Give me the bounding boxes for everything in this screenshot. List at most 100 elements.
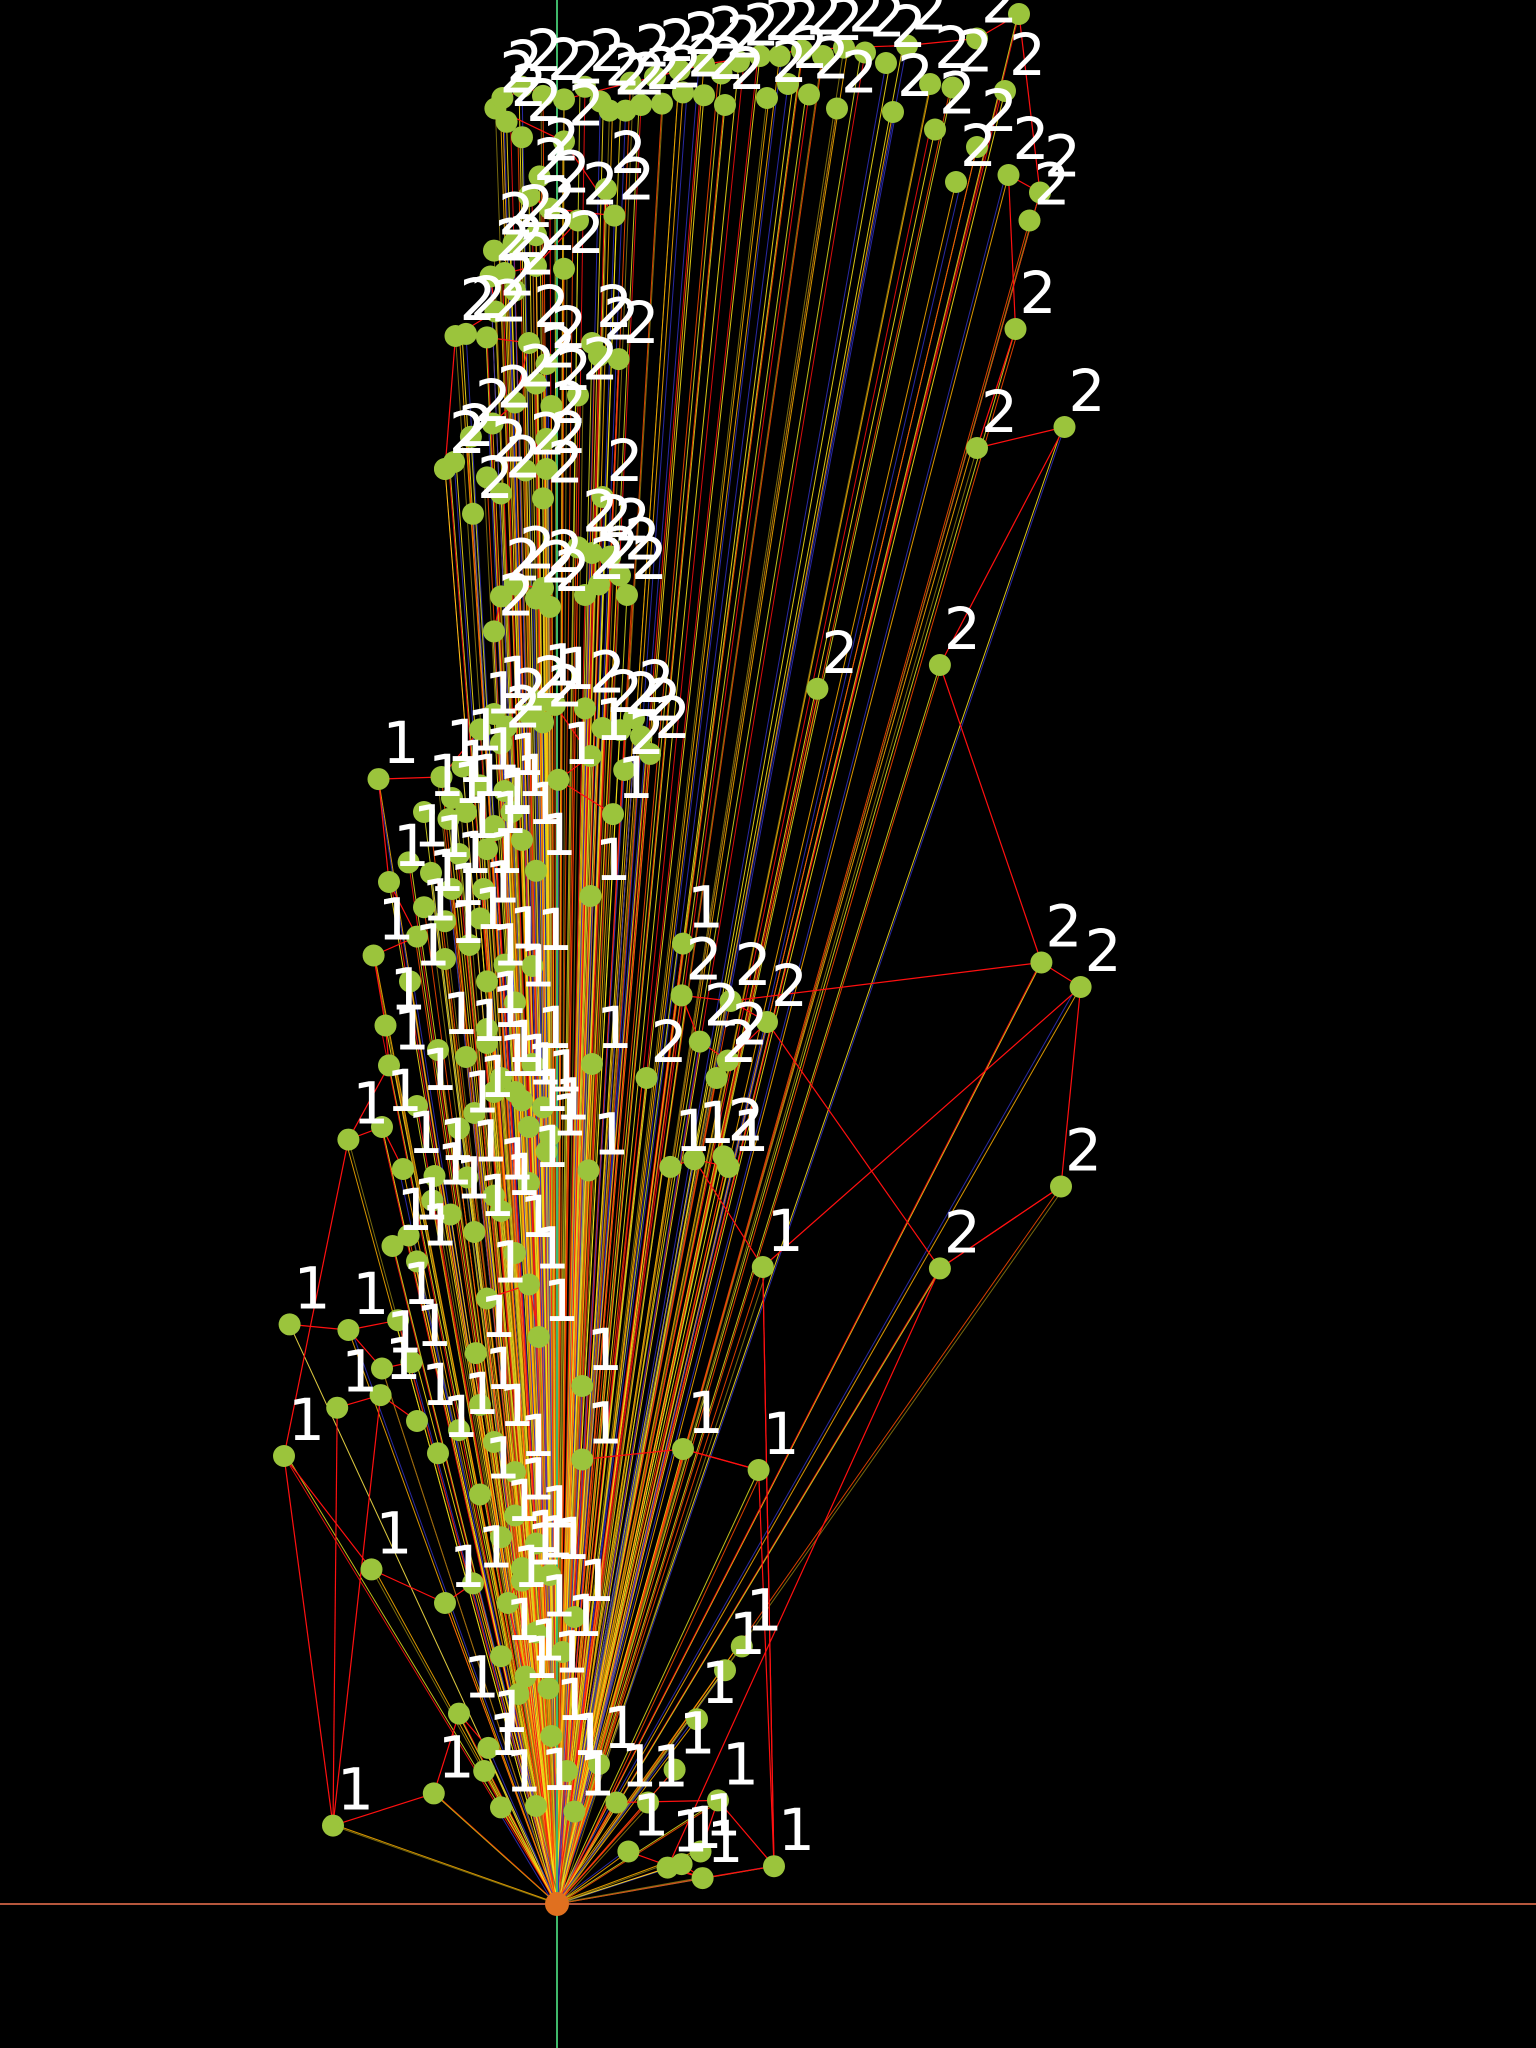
graph-node[interactable] bbox=[462, 1572, 484, 1595]
graph-node[interactable] bbox=[463, 1221, 486, 1243]
graph-node[interactable] bbox=[423, 1165, 446, 1187]
graph-node[interactable] bbox=[1004, 318, 1027, 340]
graph-node[interactable] bbox=[551, 1641, 574, 1663]
graph-node[interactable] bbox=[730, 1635, 753, 1658]
graph-node[interactable] bbox=[812, 45, 834, 67]
graph-node[interactable] bbox=[502, 231, 525, 254]
graph-node[interactable] bbox=[476, 838, 498, 861]
graph-node[interactable] bbox=[464, 1342, 487, 1365]
graph-node[interactable] bbox=[337, 1128, 360, 1151]
graph-node[interactable] bbox=[518, 332, 540, 354]
graph-node[interactable] bbox=[463, 1102, 486, 1124]
graph-node[interactable] bbox=[387, 1309, 410, 1332]
graph-node[interactable] bbox=[1030, 951, 1053, 974]
graph-node[interactable] bbox=[994, 80, 1016, 102]
graph-node[interactable] bbox=[326, 1396, 349, 1419]
graph-node[interactable] bbox=[518, 185, 540, 207]
graph-node[interactable] bbox=[688, 1030, 711, 1053]
graph-node[interactable] bbox=[504, 1242, 526, 1264]
graph-node[interactable] bbox=[434, 948, 456, 970]
graph-node[interactable] bbox=[567, 536, 589, 559]
graph-node[interactable] bbox=[476, 1287, 498, 1310]
graph-node[interactable] bbox=[567, 209, 589, 232]
graph-node[interactable] bbox=[798, 83, 820, 106]
graph-node[interactable] bbox=[630, 725, 652, 748]
graph-node[interactable] bbox=[577, 1159, 600, 1182]
graph-node[interactable] bbox=[598, 99, 621, 122]
graph-node[interactable] bbox=[571, 1375, 594, 1397]
graph-node[interactable] bbox=[749, 45, 771, 67]
graph-node[interactable] bbox=[476, 466, 498, 489]
graph-node[interactable] bbox=[672, 1438, 694, 1460]
graph-node[interactable] bbox=[406, 1250, 428, 1273]
graph-node[interactable] bbox=[579, 885, 602, 907]
graph-node[interactable] bbox=[525, 859, 547, 882]
graph-node[interactable] bbox=[504, 391, 526, 414]
graph-node[interactable] bbox=[518, 1172, 540, 1194]
graph-node[interactable] bbox=[504, 279, 526, 302]
graph-node[interactable] bbox=[768, 45, 791, 67]
graph-node[interactable] bbox=[490, 1796, 512, 1819]
graph-node[interactable] bbox=[378, 1054, 400, 1077]
graph-node[interactable] bbox=[483, 1431, 505, 1453]
graph-node[interactable] bbox=[504, 573, 526, 596]
graph-node[interactable] bbox=[456, 1166, 479, 1189]
graph-node[interactable] bbox=[455, 801, 477, 823]
graph-node[interactable] bbox=[613, 759, 636, 781]
graph-node[interactable] bbox=[591, 486, 614, 508]
graph-node[interactable] bbox=[637, 1791, 659, 1814]
graph-node[interactable] bbox=[588, 344, 610, 367]
graph-node[interactable] bbox=[826, 97, 848, 120]
graph-node[interactable] bbox=[518, 1273, 540, 1296]
graph-node[interactable] bbox=[539, 197, 561, 220]
graph-node[interactable] bbox=[791, 39, 813, 62]
graph-node[interactable] bbox=[413, 801, 435, 823]
graph-node[interactable] bbox=[430, 766, 453, 788]
graph-node[interactable] bbox=[997, 164, 1020, 186]
graph-node[interactable] bbox=[756, 1011, 778, 1033]
graph-node[interactable] bbox=[476, 326, 498, 349]
graph-node[interactable] bbox=[668, 59, 691, 81]
graph-node[interactable] bbox=[689, 1840, 712, 1863]
graph-node[interactable] bbox=[483, 815, 505, 837]
graph-node[interactable] bbox=[362, 944, 385, 967]
graph-node[interactable] bbox=[525, 1621, 547, 1644]
graph-node[interactable] bbox=[273, 1445, 295, 1467]
graph-node[interactable] bbox=[278, 1313, 301, 1336]
graph-node[interactable] bbox=[555, 1760, 578, 1782]
graph-node[interactable] bbox=[644, 66, 666, 88]
graph-node[interactable] bbox=[777, 73, 799, 95]
graph-node[interactable] bbox=[588, 1753, 610, 1775]
graph-node[interactable] bbox=[563, 1606, 586, 1628]
graph-node[interactable] bbox=[532, 84, 554, 107]
graph-node[interactable] bbox=[490, 1645, 512, 1668]
graph-node[interactable] bbox=[945, 171, 967, 193]
graph-node[interactable] bbox=[469, 718, 491, 741]
graph-node[interactable] bbox=[854, 41, 876, 64]
graph-nodes[interactable] bbox=[273, 3, 1092, 1890]
graph-node[interactable] bbox=[504, 1081, 526, 1103]
graph-node[interactable] bbox=[525, 372, 547, 395]
graph-node[interactable] bbox=[406, 925, 428, 948]
graph-node[interactable] bbox=[1053, 416, 1076, 438]
graph-node[interactable] bbox=[1008, 3, 1030, 25]
graph-node[interactable] bbox=[434, 458, 456, 480]
graph-node[interactable] bbox=[751, 1256, 774, 1278]
graph-node[interactable] bbox=[444, 325, 467, 347]
graph-node[interactable] bbox=[420, 861, 442, 884]
graph-node[interactable] bbox=[581, 1053, 603, 1075]
graph-node[interactable] bbox=[712, 1145, 735, 1168]
graph-node[interactable] bbox=[532, 487, 554, 510]
graph-node[interactable] bbox=[406, 1410, 428, 1432]
graph-node[interactable] bbox=[448, 1702, 470, 1725]
graph-node[interactable] bbox=[369, 1384, 392, 1407]
graph-node[interactable] bbox=[500, 801, 523, 823]
graph-node[interactable] bbox=[928, 654, 951, 676]
graph-node[interactable] bbox=[763, 1855, 785, 1878]
graph-node[interactable] bbox=[458, 934, 481, 956]
graph-node[interactable] bbox=[495, 715, 518, 738]
graph-node[interactable] bbox=[490, 732, 512, 755]
graph-node[interactable] bbox=[504, 1461, 526, 1484]
